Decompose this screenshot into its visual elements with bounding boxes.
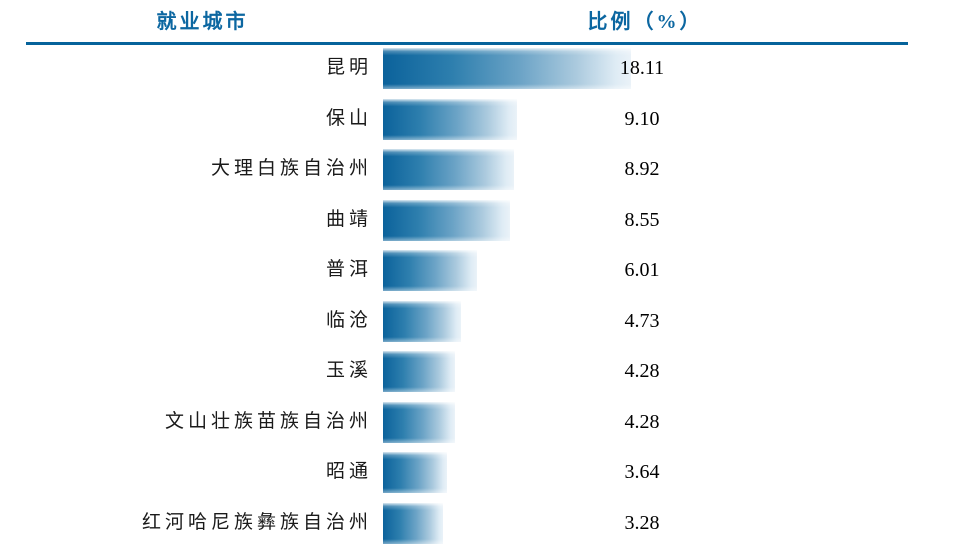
table-row: 昆明 18.11 [0, 43, 953, 94]
value-label: 8.92 [624, 158, 660, 180]
value-bar [383, 401, 455, 443]
category-label: 昆明 [325, 57, 372, 78]
value-label: 4.73 [624, 309, 660, 332]
value-label: 4.28 [624, 360, 660, 382]
value-label: 3.64 [624, 461, 660, 483]
value-label: 18.11 [619, 57, 665, 79]
header-divider-line [26, 42, 908, 45]
value-bar [383, 250, 477, 291]
value-bar [383, 502, 443, 544]
category-label: 普洱 [325, 259, 372, 280]
value-bar [383, 300, 461, 342]
column-header-city: 就业城市 [156, 11, 249, 33]
category-label: 文山壮族苗族自治州 [164, 410, 372, 432]
table-row: 保山 9.10 [0, 94, 953, 145]
value-label: 8.55 [624, 208, 660, 231]
category-label: 大理白族自治州 [210, 158, 372, 179]
value-bar [383, 98, 517, 140]
category-label: 昭通 [325, 461, 372, 482]
table-row: 大理白族自治州 8.92 [0, 144, 953, 195]
table-row: 昭通 3.64 [0, 447, 953, 498]
table-row: 红河哈尼族彝族自治州 3.28 [0, 498, 953, 549]
rows: 昆明 18.11 保山 9.10 大理白族自治州 8.92 曲靖 8.55 普洱 6.01 临沧 4.… [0, 43, 953, 548]
table-row: 玉溪 4.28 [0, 346, 953, 397]
table-row: 临沧 4.73 [0, 296, 953, 347]
value-label: 6.01 [624, 259, 660, 281]
category-label: 曲靖 [325, 208, 372, 230]
column-header-value: 比例（%） [587, 11, 703, 33]
value-bar [383, 149, 514, 190]
table-row: 普洱 6.01 [0, 245, 953, 296]
value-bar [383, 452, 447, 493]
table-row: 曲靖 8.55 [0, 195, 953, 246]
category-label: 临沧 [325, 309, 372, 331]
category-label: 玉溪 [325, 360, 372, 381]
value-bar [383, 199, 510, 241]
value-bar [383, 351, 455, 392]
value-label: 4.28 [624, 410, 660, 433]
value-label: 3.28 [624, 511, 660, 534]
table-row: 文山壮族苗族自治州 4.28 [0, 397, 953, 448]
category-label: 保山 [325, 107, 372, 129]
value-bar [383, 48, 631, 89]
value-label: 9.10 [624, 107, 660, 130]
category-label: 红河哈尼族彝族自治州 [141, 511, 372, 533]
